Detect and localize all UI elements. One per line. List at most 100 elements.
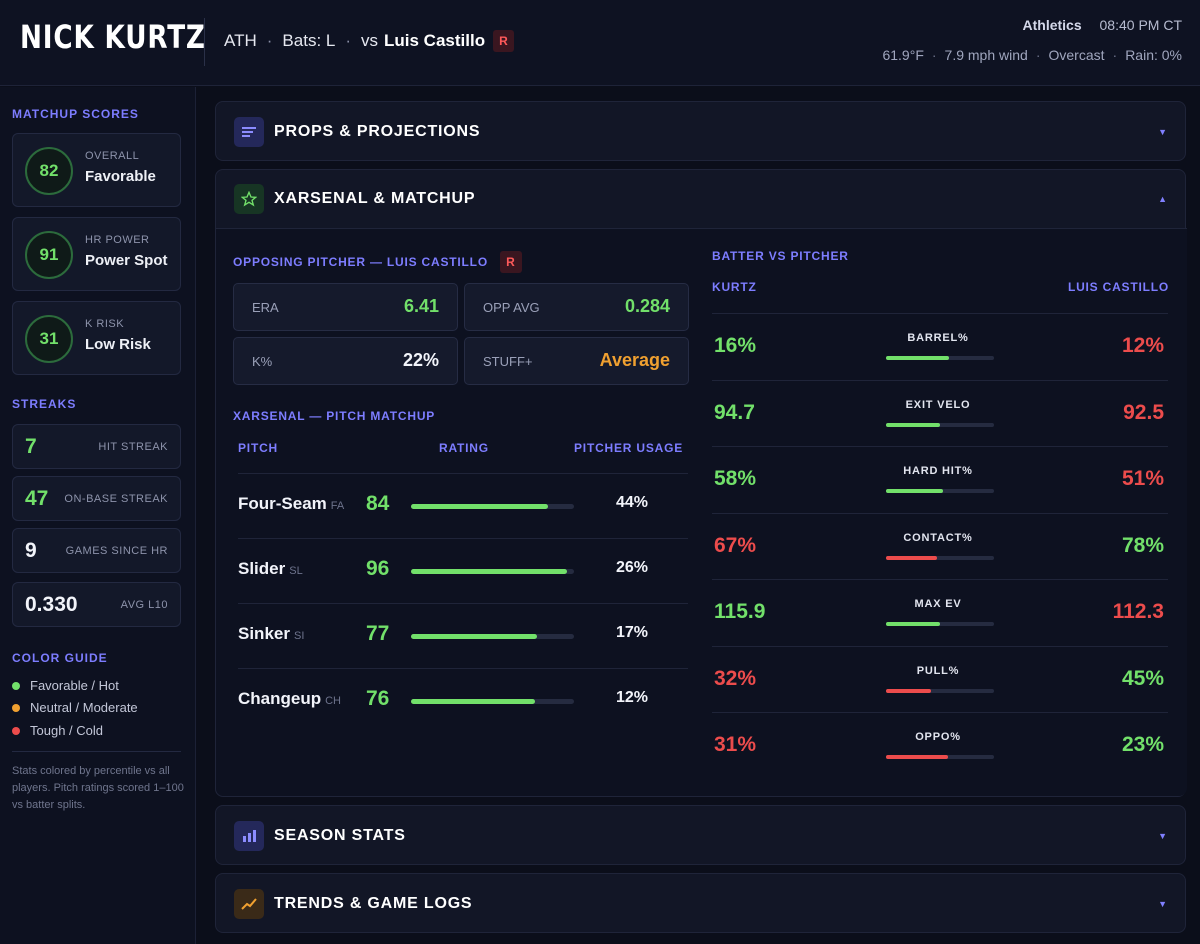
pitcher-value: 92.5 xyxy=(1123,401,1164,424)
pitch-row: Slider SL 96 26% xyxy=(238,538,688,602)
weather-wind: 7.9 mph wind xyxy=(944,47,1028,63)
comparison-bar xyxy=(886,622,994,626)
chevron-up-icon[interactable]: ▲ xyxy=(1158,194,1167,204)
vs-label: vs xyxy=(361,31,379,50)
guide-label: Favorable / Hot xyxy=(30,678,119,693)
section-title: SEASON STATS xyxy=(274,827,406,844)
rating-bar-fill xyxy=(411,699,535,704)
stat-label: STUFF+ xyxy=(483,354,533,369)
stat-label: ERA xyxy=(252,300,279,315)
col-pitch: PITCH xyxy=(238,441,278,455)
batter-value: 115.9 xyxy=(714,600,766,623)
game-info: Athletics 08:40 PM CT xyxy=(1023,17,1183,33)
batter-value: 31% xyxy=(714,733,757,756)
bvp-row: 115.9 MAX EV 112.3 xyxy=(712,579,1168,645)
stat-box-opp-avg: OPP AVG 0.284 xyxy=(464,283,689,331)
streak-label: GAMES SINCE HR xyxy=(65,545,168,557)
pitch-usage: 44% xyxy=(616,494,649,511)
section-title: XARSENAL & MATCHUP xyxy=(274,190,476,207)
chevron-down-icon[interactable]: ▼ xyxy=(1158,127,1167,137)
rating-bar-fill xyxy=(411,504,548,509)
streak-label: HIT STREAK xyxy=(98,441,168,453)
stats-note: Stats colored by percentile vs all playe… xyxy=(12,765,184,811)
weather-temp: 61.9°F xyxy=(882,47,924,63)
rating-bar-fill xyxy=(411,634,537,639)
pitcher-value: 51% xyxy=(1121,467,1164,490)
chevron-down-icon[interactable]: ▼ xyxy=(1158,831,1167,841)
pitch-row: Changeup CH 76 12% xyxy=(238,668,688,732)
green-dot-icon xyxy=(12,681,20,690)
guide-item: Favorable / Hot xyxy=(12,678,119,693)
comparison-bar xyxy=(886,356,994,360)
section-title: PROPS & PROJECTIONS xyxy=(274,123,481,140)
guide-label: Tough / Cold xyxy=(30,723,103,738)
stat-label: K% xyxy=(252,354,273,369)
streak-card-hit: 7 HIT STREAK xyxy=(12,424,181,469)
streak-card-since-hr: 9 GAMES SINCE HR xyxy=(12,528,181,573)
pitch-label: Four-Seam xyxy=(238,494,327,513)
metric-label: PULL% xyxy=(916,665,960,677)
sidebar: MATCHUP SCORES 82 OVERALL Favorable 91 H… xyxy=(0,87,196,944)
comparison-bar xyxy=(886,755,994,759)
separator: · xyxy=(266,31,273,50)
pitch-usage: 26% xyxy=(616,559,649,576)
metric-label: BARREL% xyxy=(907,332,969,344)
metric-label: EXIT VELO xyxy=(905,399,971,411)
score-label: OVERALL xyxy=(85,150,140,162)
weather-sky: Overcast xyxy=(1048,47,1105,63)
rating-bar xyxy=(411,569,574,574)
team-abbr: ATH xyxy=(224,31,257,50)
separator: · xyxy=(931,47,937,63)
comparison-bar xyxy=(886,689,994,693)
rating-bar xyxy=(411,504,574,509)
score-card-overall: 82 OVERALL Favorable xyxy=(12,133,181,207)
bvp-row: 58% HARD HIT% 51% xyxy=(712,446,1168,512)
divider xyxy=(12,751,181,752)
pitch-name: Four-Seam FA xyxy=(238,494,344,514)
pitch-row: Sinker SI 77 17% xyxy=(238,603,688,667)
stat-value: Average xyxy=(599,350,670,370)
chevron-down-icon[interactable]: ▼ xyxy=(1158,899,1167,909)
stat-value: 0.284 xyxy=(624,296,670,316)
star-icon xyxy=(234,184,264,214)
comparison-bar-fill xyxy=(886,622,940,626)
col-rating: RATING xyxy=(439,441,489,455)
batter-value: 32% xyxy=(714,667,757,690)
pitch-name: Changeup CH xyxy=(238,689,341,709)
pitcher-value: 45% xyxy=(1121,667,1164,690)
metric-label: CONTACT% xyxy=(903,532,973,544)
streak-value: 0.330 xyxy=(25,593,78,616)
streak-value: 9 xyxy=(25,539,37,562)
section-trends-game-logs[interactable]: TRENDS & GAME LOGS ▼ xyxy=(215,873,1186,933)
pitcher-value: 23% xyxy=(1121,733,1164,756)
score-ring: 31 xyxy=(25,315,73,363)
comparison-bar xyxy=(886,489,994,493)
section-xarsenal-matchup: XARSENAL & MATCHUP ▲ OPPOSING PITCHER — … xyxy=(215,169,1187,797)
bvp-row: 94.7 EXIT VELO 92.5 xyxy=(712,380,1168,446)
score-ring: 91 xyxy=(25,231,73,279)
pitch-rating: 77 xyxy=(366,622,390,645)
bvp-row: 16% BARREL% 12% xyxy=(712,313,1168,379)
pitcher-value: 78% xyxy=(1121,534,1164,557)
streak-card-avg-l10: 0.330 AVG L10 xyxy=(12,582,181,627)
comparison-bar-fill xyxy=(886,356,949,360)
xarsenal-body: OPPOSING PITCHER — LUIS CASTILLO R ERA 6… xyxy=(216,228,1187,796)
heading-text: OPPOSING PITCHER — LUIS CASTILLO xyxy=(233,255,488,269)
comparison-bar-fill xyxy=(886,489,944,493)
guide-label: Neutral / Moderate xyxy=(30,700,138,715)
pitch-code: CH xyxy=(325,695,341,707)
orange-dot-icon xyxy=(12,703,20,712)
score-label: HR POWER xyxy=(85,234,150,246)
section-season-stats[interactable]: SEASON STATS ▼ xyxy=(215,805,1186,865)
col-usage: PITCHER USAGE xyxy=(574,441,684,455)
streak-card-on-base: 47 ON-BASE STREAK xyxy=(12,476,181,521)
comparison-bar-fill xyxy=(886,755,948,759)
pitch-name: Slider SL xyxy=(238,559,303,579)
pitch-usage: 17% xyxy=(616,624,649,641)
section-title: TRENDS & GAME LOGS xyxy=(274,895,473,912)
pitch-usage: 12% xyxy=(616,689,649,706)
bvp-heading: BATTER VS PITCHER xyxy=(712,249,849,263)
score-card-k-risk: 31 K RISK Low Risk xyxy=(12,301,181,375)
section-props-projections[interactable]: PROPS & PROJECTIONS ▼ xyxy=(215,101,1186,161)
batter-value: 16% xyxy=(714,334,757,357)
